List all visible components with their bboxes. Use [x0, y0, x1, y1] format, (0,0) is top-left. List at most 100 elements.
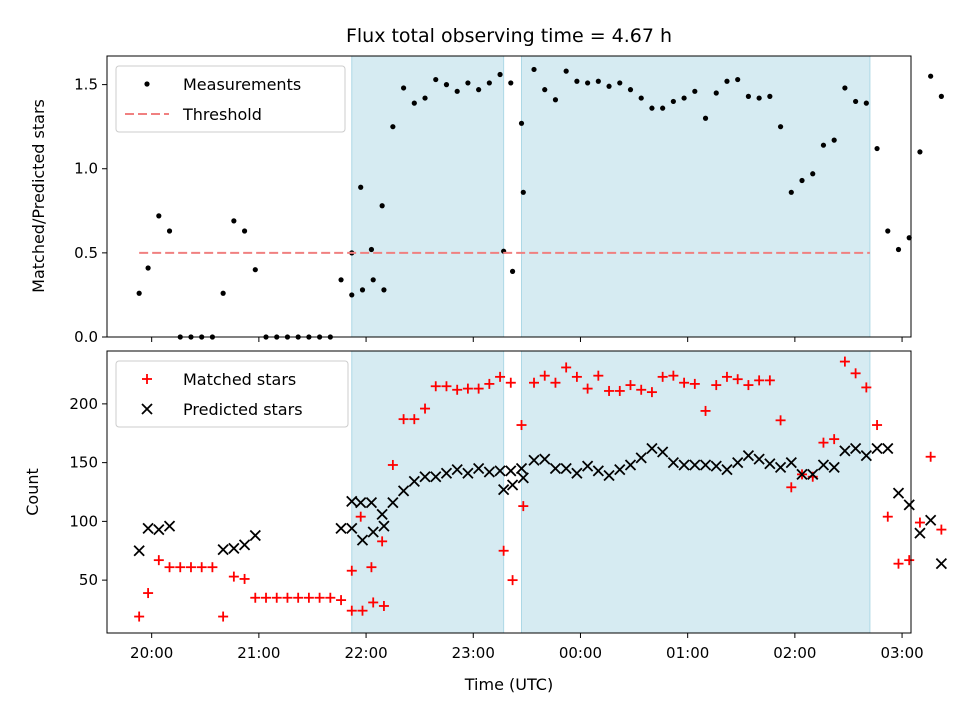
matched-point: [495, 371, 506, 382]
matched-point: [164, 562, 175, 573]
matched-point: [636, 384, 647, 395]
measurement-point: [359, 287, 366, 293]
predicted-point-b: [387, 496, 399, 509]
matched-point: [175, 562, 186, 573]
predicted-point-b: [355, 496, 367, 509]
predicted-point-b: [560, 462, 572, 475]
predicted-point: [871, 442, 883, 455]
predicted-point: [742, 449, 755, 462]
predicted-point: [774, 461, 787, 473]
predicted-point-b: [505, 465, 517, 477]
predicted-point-b: [142, 522, 154, 535]
predicted-point-b: [376, 508, 388, 520]
matched-point: [271, 592, 282, 603]
predicted-point: [903, 499, 915, 511]
measurement-point: [349, 292, 355, 298]
predicted-point-b: [828, 461, 840, 473]
axes-frame: [106, 350, 912, 634]
predicted-point-b: [721, 464, 733, 476]
predicted-point: [935, 558, 948, 570]
measurement-point: [917, 149, 923, 155]
matched-point: [646, 387, 657, 398]
matched-point: [377, 536, 388, 547]
top-panel: 0.0 0.5 1.0 1.5 Measurements Threshold: [74, 55, 944, 346]
predicted-point-b: [539, 453, 551, 465]
predicted-point-b: [785, 456, 797, 469]
matched-point: [882, 511, 893, 522]
predicted-point: [376, 508, 388, 520]
predicted-point-b: [635, 452, 647, 464]
predicted-point-b: [892, 487, 905, 499]
measurement-point: [156, 213, 162, 219]
predicted-point: [346, 495, 358, 508]
measurement-point: [252, 267, 258, 273]
predicted-point: [549, 462, 562, 475]
predicted-point-b: [517, 472, 529, 484]
predicted-point: [505, 465, 517, 477]
predicted-point-b: [346, 495, 358, 508]
predicted-point-b: [839, 445, 851, 457]
matched-point: [498, 545, 509, 556]
predicted-point-b: [483, 466, 495, 478]
matched-point: [228, 571, 239, 582]
predicted-point: [914, 527, 926, 539]
measurement-point: [465, 80, 471, 86]
predicted-point: [238, 539, 251, 551]
measurement-point: [820, 142, 827, 148]
matched-point: [861, 382, 872, 393]
predicted-point: [828, 461, 840, 473]
measurement-point: [476, 87, 482, 93]
measurement-point: [542, 87, 548, 93]
predicted-point-b: [356, 534, 369, 546]
matched-point: [185, 562, 196, 573]
measurement-point: [486, 80, 492, 86]
measurement-point: [454, 88, 460, 94]
predicted-point: [560, 462, 572, 475]
measurement-point: [422, 95, 428, 101]
matched-point: [754, 375, 765, 386]
predicted-point: [335, 522, 347, 535]
measurement-point: [874, 145, 880, 152]
legend-label: Predicted stars: [183, 400, 303, 419]
matched-point: [529, 377, 540, 388]
measurement-point: [411, 100, 417, 106]
measurement-point: [692, 88, 698, 94]
x-tick-label: 00:00: [559, 644, 602, 662]
shaded-interval: [521, 350, 871, 634]
predicted-point-b: [849, 442, 862, 455]
matched-point: [593, 370, 604, 381]
measurement-point: [777, 124, 784, 130]
predicted-point-b: [914, 527, 926, 539]
predicted-point-b: [581, 460, 594, 472]
predicted-point: [498, 484, 510, 496]
measurement-point: [810, 171, 816, 177]
predicted-point-b: [397, 485, 410, 497]
measurement-point: [702, 115, 709, 121]
predicted-point: [440, 467, 453, 479]
measurement-point: [617, 80, 623, 86]
predicted-point: [817, 459, 830, 471]
predicted-point-b: [882, 442, 894, 455]
measurement-point: [509, 268, 516, 274]
measurement-point: [788, 189, 794, 195]
matched-point: [143, 588, 154, 599]
matched-point: [346, 565, 357, 576]
predicted-point-b: [689, 459, 701, 471]
predicted-point: [721, 464, 733, 476]
measurement-point: [606, 83, 612, 89]
predicted-point: [451, 464, 463, 476]
matched-point: [387, 459, 398, 470]
predicted-point-b: [624, 459, 637, 471]
matched-point: [366, 562, 377, 573]
predicted-point-b: [494, 465, 506, 477]
matched-point: [484, 378, 495, 389]
measurement-point: [370, 277, 376, 283]
predicted-point: [764, 458, 776, 470]
legend-box: [115, 65, 346, 133]
predicted-point: [807, 468, 819, 481]
measurement-point: [853, 98, 859, 105]
matched-point: [261, 592, 272, 603]
predicted-point-b: [238, 539, 251, 551]
predicted-point: [592, 465, 604, 477]
predicted-point: [892, 487, 905, 499]
